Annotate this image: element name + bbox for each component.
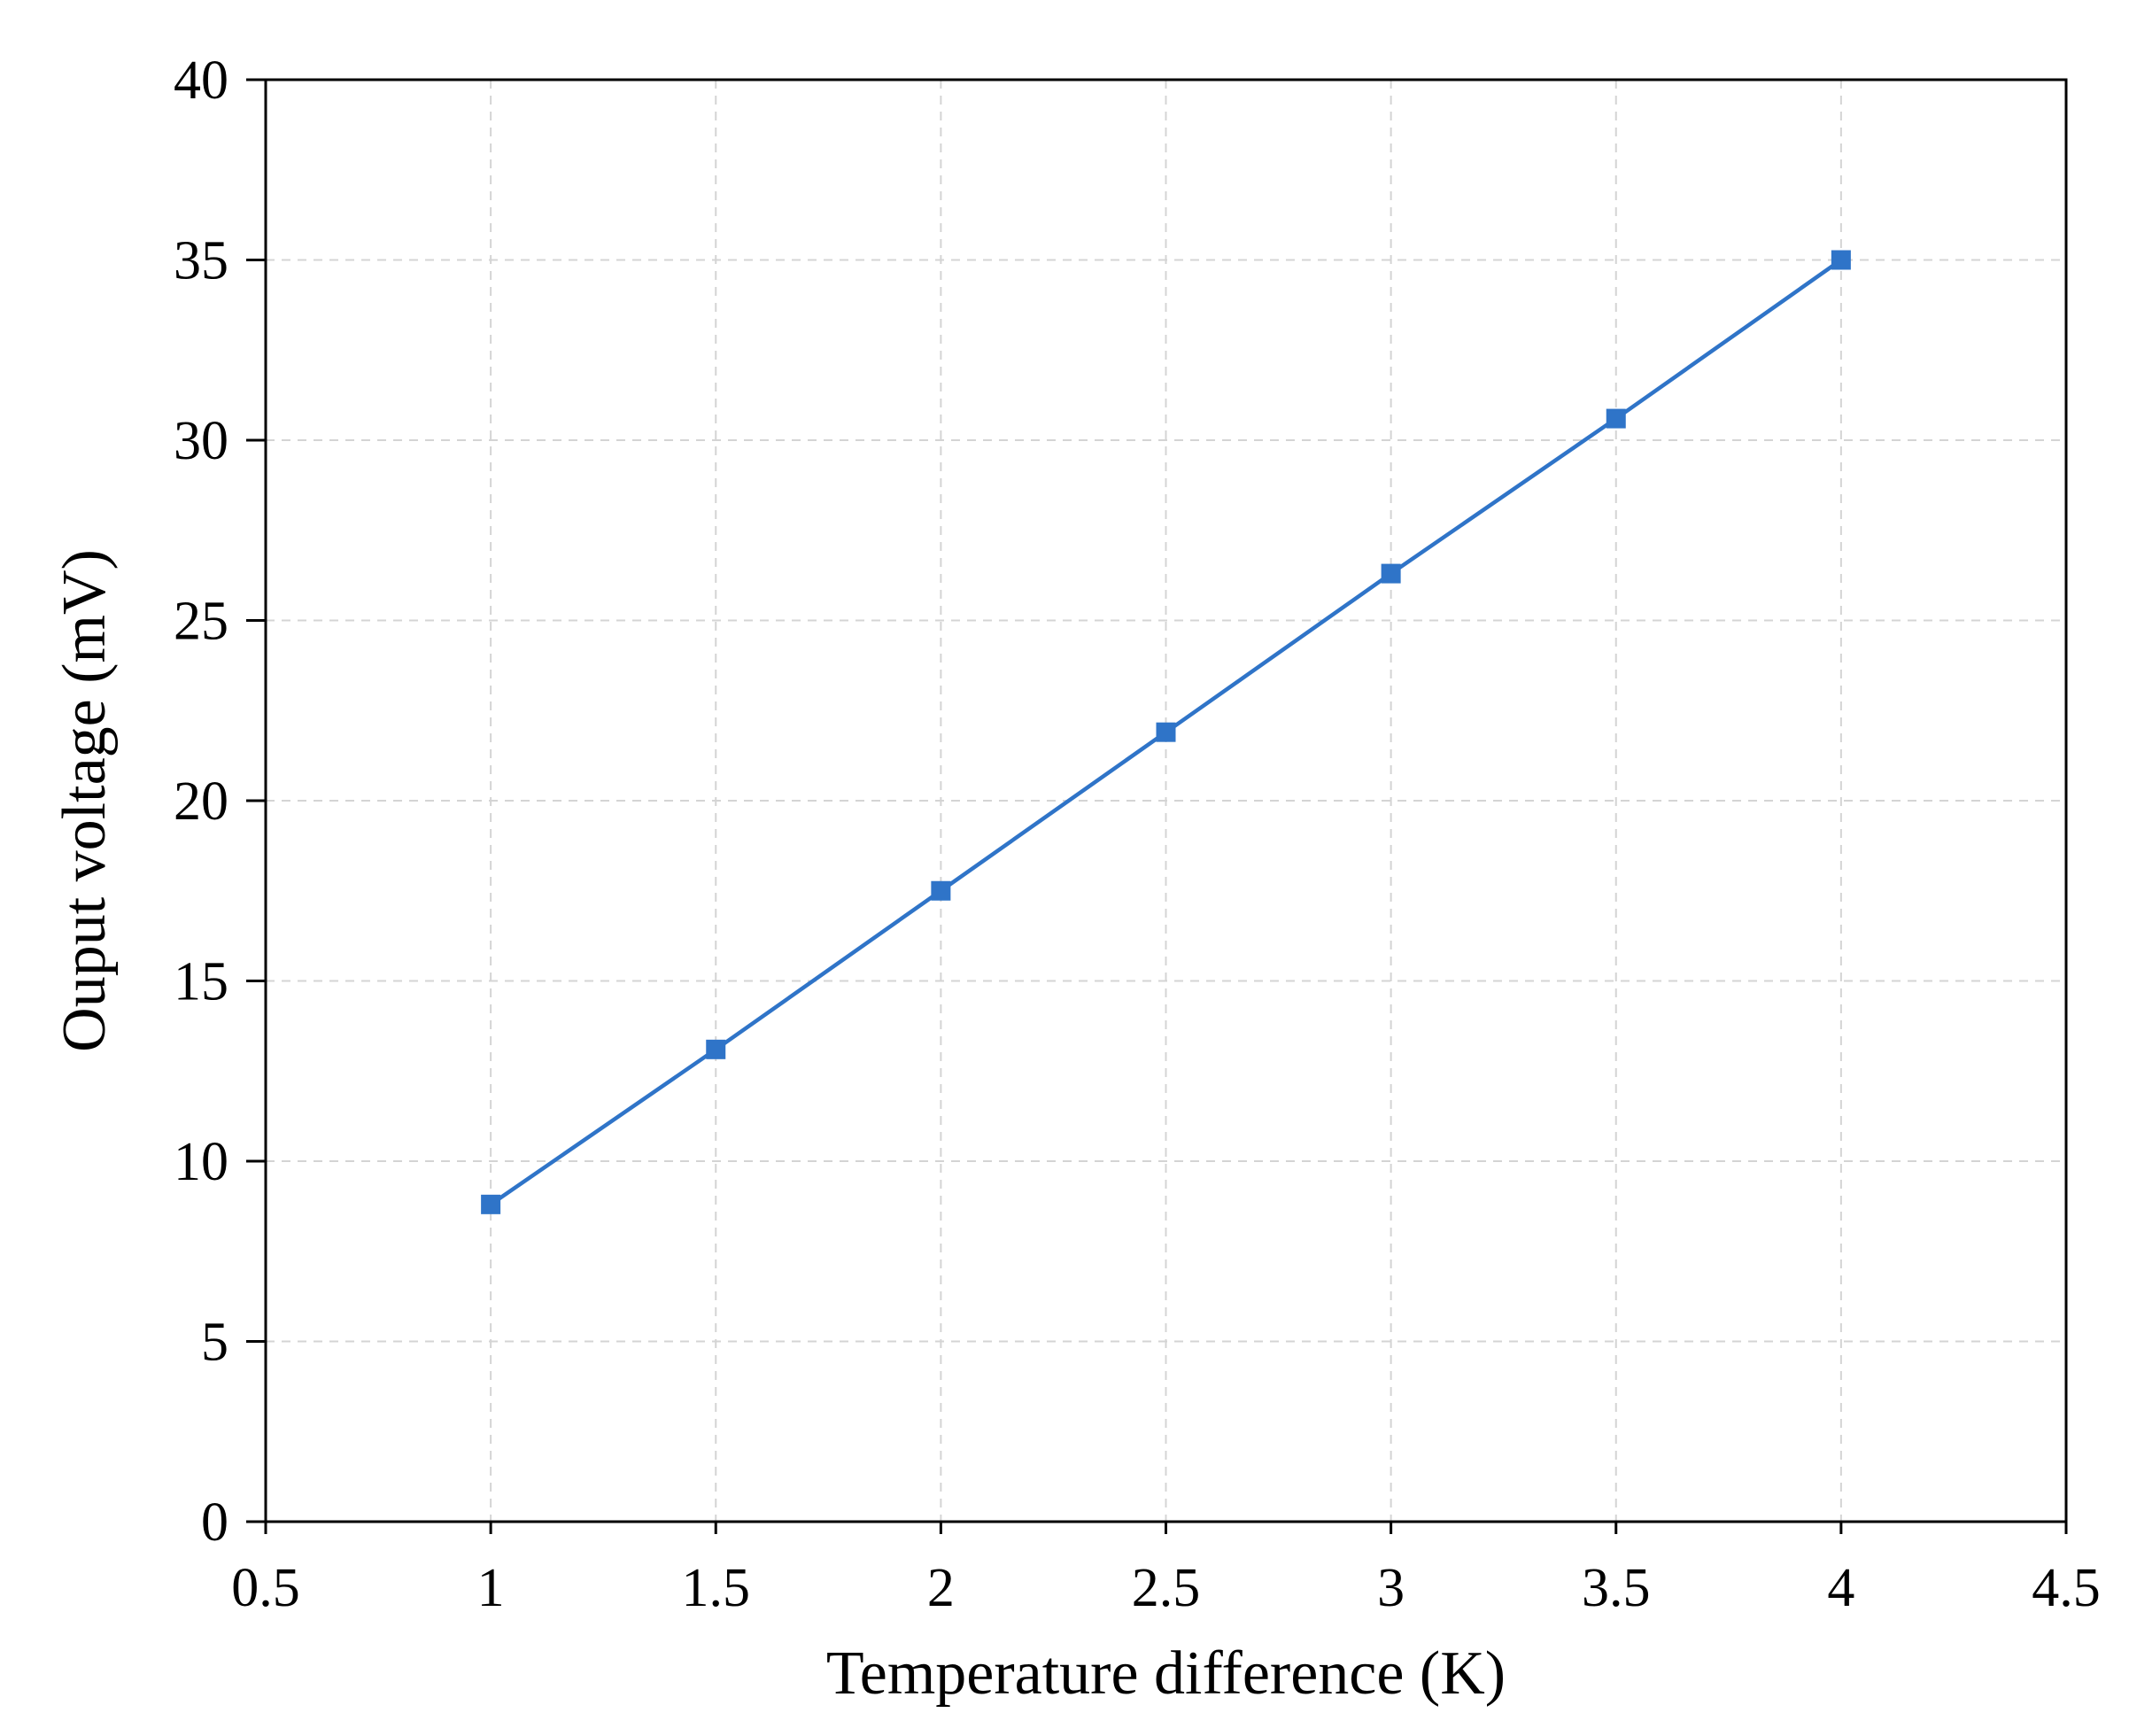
x-tick-label: 1.5 [682, 1558, 751, 1618]
x-tick-label: 3 [1377, 1558, 1405, 1618]
data-point-marker [706, 1039, 726, 1059]
y-tick-label: 15 [174, 952, 228, 1012]
x-tick-label: 2.5 [1132, 1558, 1201, 1618]
y-tick-label: 25 [174, 592, 228, 652]
y-tick-label: 0 [201, 1492, 228, 1553]
y-tick-label: 5 [201, 1313, 228, 1373]
x-tick-label: 4 [1827, 1558, 1854, 1618]
x-tick-label: 0.5 [231, 1558, 300, 1618]
y-tick-label: 40 [174, 50, 228, 111]
data-point-marker [481, 1194, 501, 1214]
grid [266, 80, 2066, 1522]
x-tick-label: 4.5 [2032, 1558, 2101, 1618]
data-point-marker [931, 880, 951, 901]
series [481, 250, 1851, 1214]
x-axis-title: Temperature difference (K) [826, 1639, 1506, 1708]
x-tick-label: 1 [477, 1558, 505, 1618]
x-tick-label: 2 [927, 1558, 955, 1618]
data-point-marker [1156, 722, 1176, 742]
data-point-marker [1831, 250, 1851, 270]
data-point-marker [1381, 563, 1401, 584]
axis-ticks: 0.5 1 1.5 2 2.5 3 3.5 4 4.5 0 5 10 15 20 25 30 35 40 [174, 50, 2101, 1618]
y-tick-label: 10 [174, 1132, 228, 1192]
data-point-marker [1606, 408, 1626, 429]
y-axis-title: Ouput voltage (mV) [50, 549, 119, 1052]
y-tick-label: 20 [174, 771, 228, 832]
x-tick-label: 3.5 [1582, 1558, 1651, 1618]
y-tick-label: 35 [174, 231, 228, 291]
y-tick-label: 30 [174, 411, 228, 471]
